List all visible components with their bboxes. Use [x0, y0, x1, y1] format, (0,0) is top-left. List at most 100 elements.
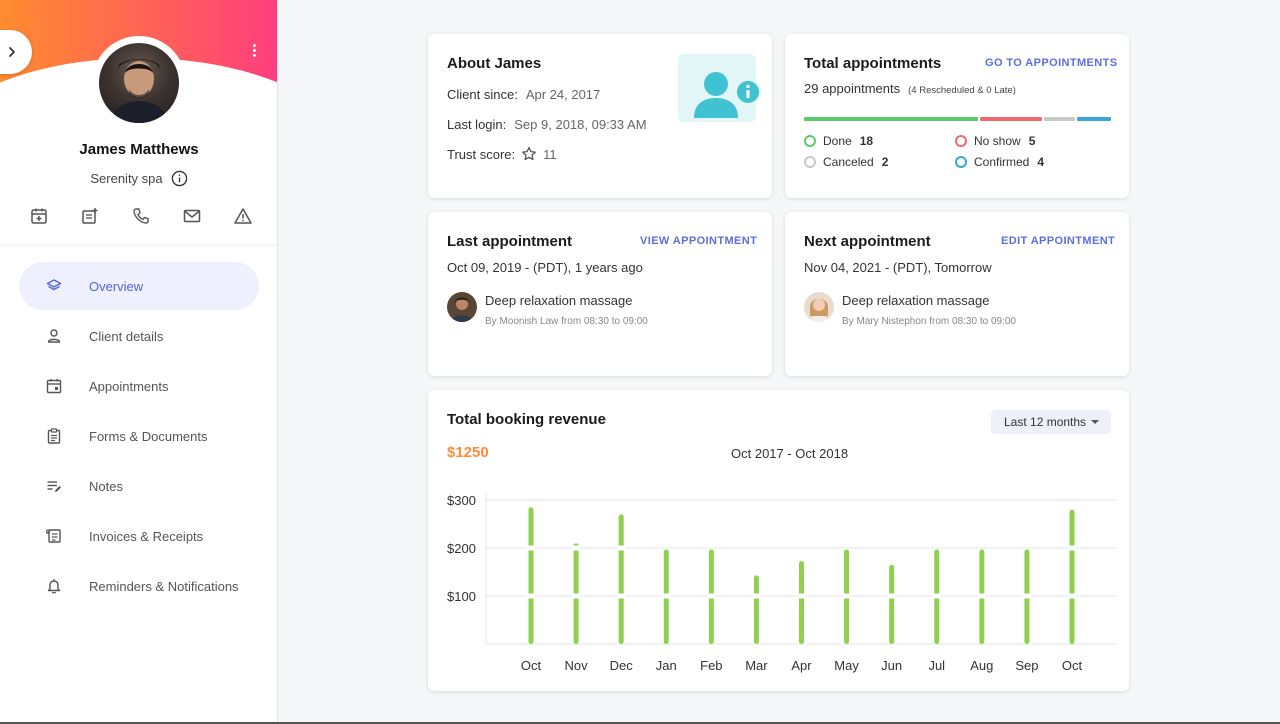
bar-segment-gap: [662, 593, 671, 599]
info-icon[interactable]: [171, 170, 188, 187]
calendar-icon: [45, 377, 63, 395]
progress-canceled: [1044, 117, 1075, 121]
bar-segment-gap: [527, 593, 535, 599]
staff-avatar: [804, 292, 834, 322]
revenue-date-range: Oct 2017 - Oct 2018: [731, 446, 849, 461]
sidebar-item-label: Invoices & Receipts: [89, 528, 204, 544]
x-tick-label: Mar: [745, 658, 768, 673]
sidebar-item-label: Overview: [89, 278, 144, 294]
sidebar-item-invoices-receipts[interactable]: Invoices & Receipts: [19, 512, 259, 560]
caret-down-icon: [1091, 420, 1099, 424]
sidebar-item-label: Appointments: [89, 378, 169, 394]
x-tick-label: May: [834, 658, 859, 673]
view-appointment-link[interactable]: VIEW APPOINTMENT: [640, 235, 758, 247]
revenue-bar[interactable]: [618, 514, 624, 644]
appointments-detail: (4 Rescheduled & 0 Late): [908, 85, 1016, 96]
progress-done: [804, 117, 978, 121]
progress-confirmed: [1077, 117, 1111, 121]
next-appointment-staff: By Mary Nistephon from 08:30 to 09:00: [842, 316, 1016, 327]
bar-segment-gap: [617, 593, 626, 599]
sidebar-nav: Overview Client details Appointments For…: [0, 262, 278, 612]
sidebar-item-reminders-notifications[interactable]: Reminders & Notifications: [19, 562, 259, 610]
bar-segment-gap: [752, 593, 761, 599]
sidebar-item-label: Forms & Documents: [89, 428, 208, 444]
bar-segment-gap: [707, 593, 716, 599]
trust-score-row: Trust score: 11: [447, 146, 557, 162]
period-select-value: Last 12 months: [1004, 415, 1087, 429]
last-appointment-service: Deep relaxation massage: [485, 293, 633, 308]
last-login-row: Last login: Sep 9, 2018, 09:33 AM: [447, 117, 647, 132]
appointments-count: 29 appointments: [804, 81, 901, 96]
staff-avatar: [447, 292, 477, 322]
sidebar-item-client-details[interactable]: Client details: [19, 312, 259, 360]
client-info-illustration: [678, 54, 761, 122]
sidebar-item-appointments[interactable]: Appointments: [19, 362, 259, 410]
bar-segment-gap: [842, 593, 851, 599]
sidebar-item-notes[interactable]: Notes: [19, 462, 259, 510]
period-select[interactable]: Last 12 months: [991, 410, 1111, 434]
calendar-add-icon[interactable]: [26, 204, 52, 228]
note-add-icon[interactable]: [77, 204, 103, 228]
clipboard-icon: [45, 427, 63, 445]
bar-segment-gap: [932, 593, 941, 599]
about-title: About James: [447, 55, 542, 72]
appointments-progress-bar: [804, 117, 1111, 121]
more-options-icon[interactable]: [246, 40, 262, 60]
bar-segment-gap: [527, 545, 535, 551]
last-login-value: Sep 9, 2018, 09:33 AM: [514, 117, 647, 132]
revenue-title: Total booking revenue: [447, 411, 606, 428]
client-since-row: Client since: Apr 24, 2017: [447, 87, 601, 102]
x-tick-label: Jul: [928, 658, 945, 673]
next-appointment-title: Next appointment: [804, 233, 931, 250]
revenue-bar[interactable]: [889, 564, 895, 644]
last-appointment-date: Oct 09, 2019 - (PDT), 1 years ago: [447, 260, 643, 275]
person-icon: [45, 327, 63, 345]
revenue-bar[interactable]: [753, 575, 759, 644]
revenue-bar[interactable]: [528, 507, 534, 644]
sidebar-item-overview[interactable]: Overview: [19, 262, 259, 310]
bar-segment-gap: [1068, 545, 1076, 551]
appointments-title: Total appointments: [804, 55, 942, 72]
x-tick-label: Apr: [791, 658, 812, 673]
star-icon: [522, 146, 537, 161]
mail-icon[interactable]: [179, 204, 205, 228]
layers-icon: [45, 277, 63, 295]
bar-segment-gap: [1068, 593, 1076, 599]
warning-icon[interactable]: [230, 204, 256, 228]
sidebar: James Matthews Serenity spa: [0, 0, 278, 724]
edit-appointment-link[interactable]: EDIT APPOINTMENT: [1001, 235, 1116, 247]
x-tick-label: Oct: [1062, 658, 1083, 673]
legend-confirmed: Confirmed 4: [955, 155, 1044, 169]
total-appointments-card: Total appointments GO TO APPOINTMENTS 29…: [785, 34, 1129, 198]
sidebar-item-label: Client details: [89, 328, 164, 344]
y-tick-label: $200: [447, 541, 476, 556]
next-appointment-service: Deep relaxation massage: [842, 293, 990, 308]
phone-icon[interactable]: [128, 204, 154, 228]
go-to-appointments-link[interactable]: GO TO APPOINTMENTS: [985, 57, 1118, 69]
bell-icon: [45, 577, 63, 595]
bar-segment-gap: [572, 545, 581, 551]
y-tick-label: $300: [447, 493, 476, 508]
x-tick-label: Nov: [565, 658, 589, 673]
revenue-bar-chart: $100 $200 $300 Oct Nov Dec Jan Feb Mar Apr May Jun J…: [447, 492, 1116, 673]
sidebar-item-forms-documents[interactable]: Forms & Documents: [19, 412, 259, 460]
trust-score-value: 11: [543, 146, 557, 162]
revenue-card: Total booking revenue Last 12 months $12…: [428, 390, 1129, 691]
legend-canceled: Canceled 2: [804, 155, 888, 169]
x-tick-label: Sep: [1015, 658, 1038, 673]
x-tick-label: Aug: [970, 658, 993, 673]
x-tick-label: Feb: [700, 658, 722, 673]
bar-segment-gap: [572, 593, 581, 599]
sidebar-item-label: Notes: [89, 478, 123, 494]
chevron-right-icon: [9, 47, 15, 57]
last-appointment-title: Last appointment: [447, 233, 573, 250]
legend-done: Done 18: [804, 134, 873, 148]
x-tick-label: Oct: [521, 658, 542, 673]
revenue-bar[interactable]: [1069, 509, 1075, 644]
bar-segment-gap: [617, 545, 626, 551]
client-name: James Matthews: [79, 141, 199, 158]
x-tick-label: Dec: [610, 658, 634, 673]
last-appointment-card: Last appointment VIEW APPOINTMENT Oct 09…: [428, 212, 772, 376]
revenue-bar[interactable]: [799, 560, 804, 644]
business-name: Serenity spa: [90, 171, 163, 186]
